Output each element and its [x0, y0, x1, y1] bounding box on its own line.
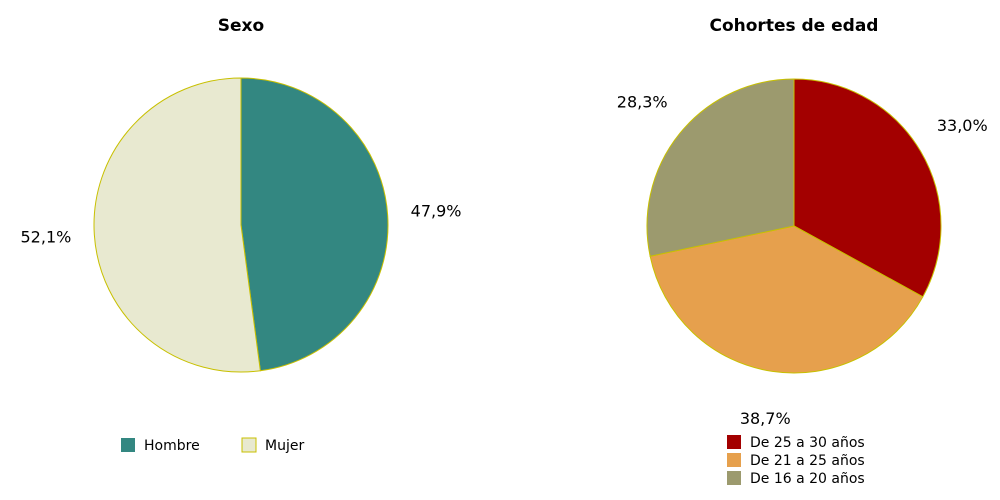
pie-slice [649, 225, 924, 374]
legend-label: De 21 a 25 años [750, 453, 865, 469]
legend-label: De 16 a 20 años [750, 471, 865, 487]
chart-title: Sexo [218, 16, 264, 36]
legend-swatch [727, 435, 741, 449]
data-label: 52,1% [21, 227, 72, 246]
data-label: 28,3% [617, 92, 668, 111]
pie-slice [793, 78, 942, 298]
legend-swatch [121, 438, 135, 452]
pie-slice [646, 78, 795, 257]
legend-label: Hombre [144, 438, 200, 454]
legend-swatch [727, 453, 741, 467]
data-label: 47,9% [411, 202, 462, 221]
chart-title: Cohortes de edad [710, 16, 879, 36]
pie-slice [240, 77, 389, 372]
pie-slice [93, 77, 261, 373]
legend-swatch [241, 437, 257, 453]
legend-swatch [727, 471, 741, 485]
legend-label: Mujer [265, 438, 304, 454]
data-label: 38,7% [740, 409, 791, 428]
legend-label: De 25 a 30 años [750, 435, 865, 451]
data-label: 33,0% [937, 116, 988, 135]
